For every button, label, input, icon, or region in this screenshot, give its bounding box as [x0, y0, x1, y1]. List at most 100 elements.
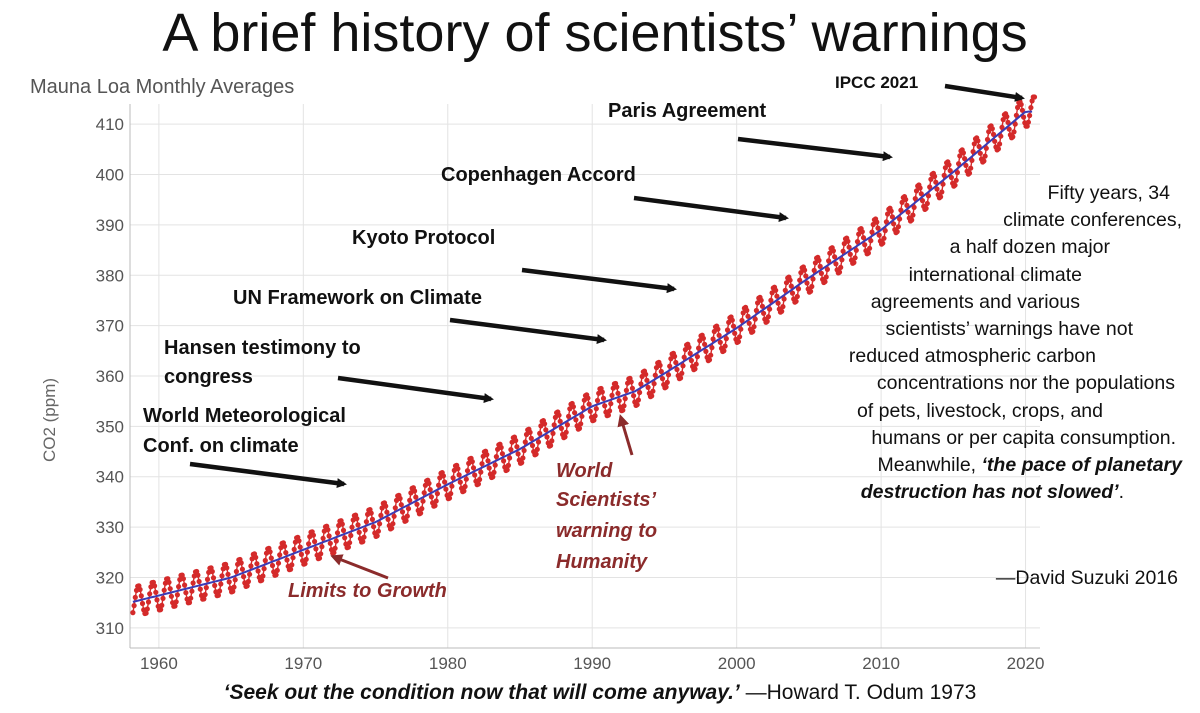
monthly-point: [995, 146, 1002, 152]
monthly-point: [940, 181, 946, 187]
monthly-point: [362, 527, 368, 533]
monthly-point: [764, 318, 770, 324]
quote-text-emphasis: destruction has not slowed’: [860, 481, 1119, 504]
monthly-point: [166, 579, 172, 585]
y-tick-label: 390: [96, 216, 124, 235]
monthly-point: [144, 606, 150, 612]
monthly-point: [802, 267, 808, 273]
monthly-point: [491, 469, 497, 475]
footer-attribution: —Howard T. Odum 1973: [739, 681, 977, 704]
monthly-point: [599, 389, 605, 395]
monthly-point: [153, 589, 159, 595]
monthly-point: [885, 211, 891, 217]
monthly-point: [1013, 112, 1020, 118]
monthly-point: [649, 393, 655, 399]
monthly-point: [703, 348, 709, 354]
monthly-point: [723, 336, 729, 342]
monthly-point: [182, 582, 188, 588]
monthly-point: [161, 587, 167, 593]
monthly-point: [1004, 114, 1010, 120]
monthly-point: [245, 578, 251, 585]
monthly-point: [999, 124, 1005, 130]
monthly-point: [912, 196, 918, 202]
monthly-point: [750, 328, 756, 335]
monthly-point: [492, 462, 498, 468]
monthly-point: [992, 138, 998, 144]
monthly-point: [383, 503, 389, 509]
monthly-point: [960, 150, 967, 156]
monthly-point: [160, 595, 166, 602]
monthly-point: [882, 228, 888, 234]
monthly-point: [470, 465, 477, 471]
y-tick-label: 400: [96, 166, 124, 185]
monthly-point: [247, 571, 253, 577]
monthly-point: [880, 240, 886, 246]
monthly-point: [534, 446, 540, 452]
monthly-point: [874, 219, 880, 225]
monthly-point: [580, 405, 586, 411]
monthly-point: [851, 259, 857, 266]
monthly-point: [846, 244, 852, 250]
monthly-point: [976, 143, 982, 150]
monthly-point: [391, 513, 397, 519]
monthly-point: [464, 468, 471, 474]
monthly-point: [515, 451, 521, 457]
monthly-point: [218, 581, 224, 587]
monthly-point: [787, 277, 793, 283]
monthly-point: [399, 509, 406, 515]
monthly-point: [637, 389, 643, 396]
monthly-point: [628, 379, 634, 385]
monthly-point: [479, 461, 485, 467]
monthly-point: [793, 298, 799, 304]
monthly-point: [318, 551, 324, 557]
monthly-point: [602, 403, 608, 409]
monthly-point: [248, 563, 254, 569]
monthly-point: [340, 527, 347, 534]
monthly-point: [724, 327, 731, 333]
monthly-point: [1024, 123, 1030, 129]
quote-line: agreements and various: [870, 290, 1080, 313]
quote-line: of pets, livestock, crops, and: [856, 399, 1103, 422]
monthly-point: [692, 366, 698, 372]
monthly-point: [620, 407, 626, 413]
unfccc-arrow: [449, 317, 607, 345]
monthly-point: [706, 357, 713, 363]
monthly-point: [838, 264, 844, 270]
monthly-point: [231, 584, 237, 590]
monthly-point: [709, 345, 715, 351]
monthly-point: [739, 317, 745, 324]
monthly-point: [852, 255, 858, 261]
kyoto-label: Kyoto Protocol: [352, 227, 495, 249]
monthly-point: [767, 306, 773, 312]
odum-footer: ‘Seek out the condition now that will co…: [0, 681, 1200, 705]
monthly-point: [259, 577, 265, 583]
monthly-point: [456, 472, 462, 478]
suzuki-quote: Fifty years, 34 climate conferences, a h…: [722, 180, 1182, 506]
monthly-point: [212, 582, 218, 589]
monthly-point: [241, 574, 247, 580]
monthly-point: [434, 491, 440, 497]
monthly-point: [745, 313, 751, 319]
monthly-point: [953, 177, 959, 183]
monthly-point: [254, 561, 260, 567]
monthly-point: [535, 439, 542, 445]
monthly-point: [225, 571, 231, 577]
monthly-point: [333, 538, 339, 544]
y-tick-label: 360: [96, 367, 124, 386]
monthly-point: [888, 208, 894, 214]
monthly-point: [715, 326, 721, 332]
monthly-point: [895, 224, 902, 230]
monthly-point: [197, 586, 203, 592]
monthly-point: [578, 421, 584, 427]
monthly-point: [268, 555, 274, 561]
monthly-point: [572, 410, 578, 416]
monthly-point: [498, 444, 504, 451]
monthly-point: [788, 283, 794, 289]
monthly-point: [681, 354, 687, 360]
monthly-point: [260, 573, 266, 579]
monthly-point: [168, 593, 174, 599]
monthly-point: [679, 370, 685, 376]
monthly-point: [744, 307, 750, 313]
quote-line: Meanwhile, ‘the pace of planetary: [722, 452, 1182, 479]
